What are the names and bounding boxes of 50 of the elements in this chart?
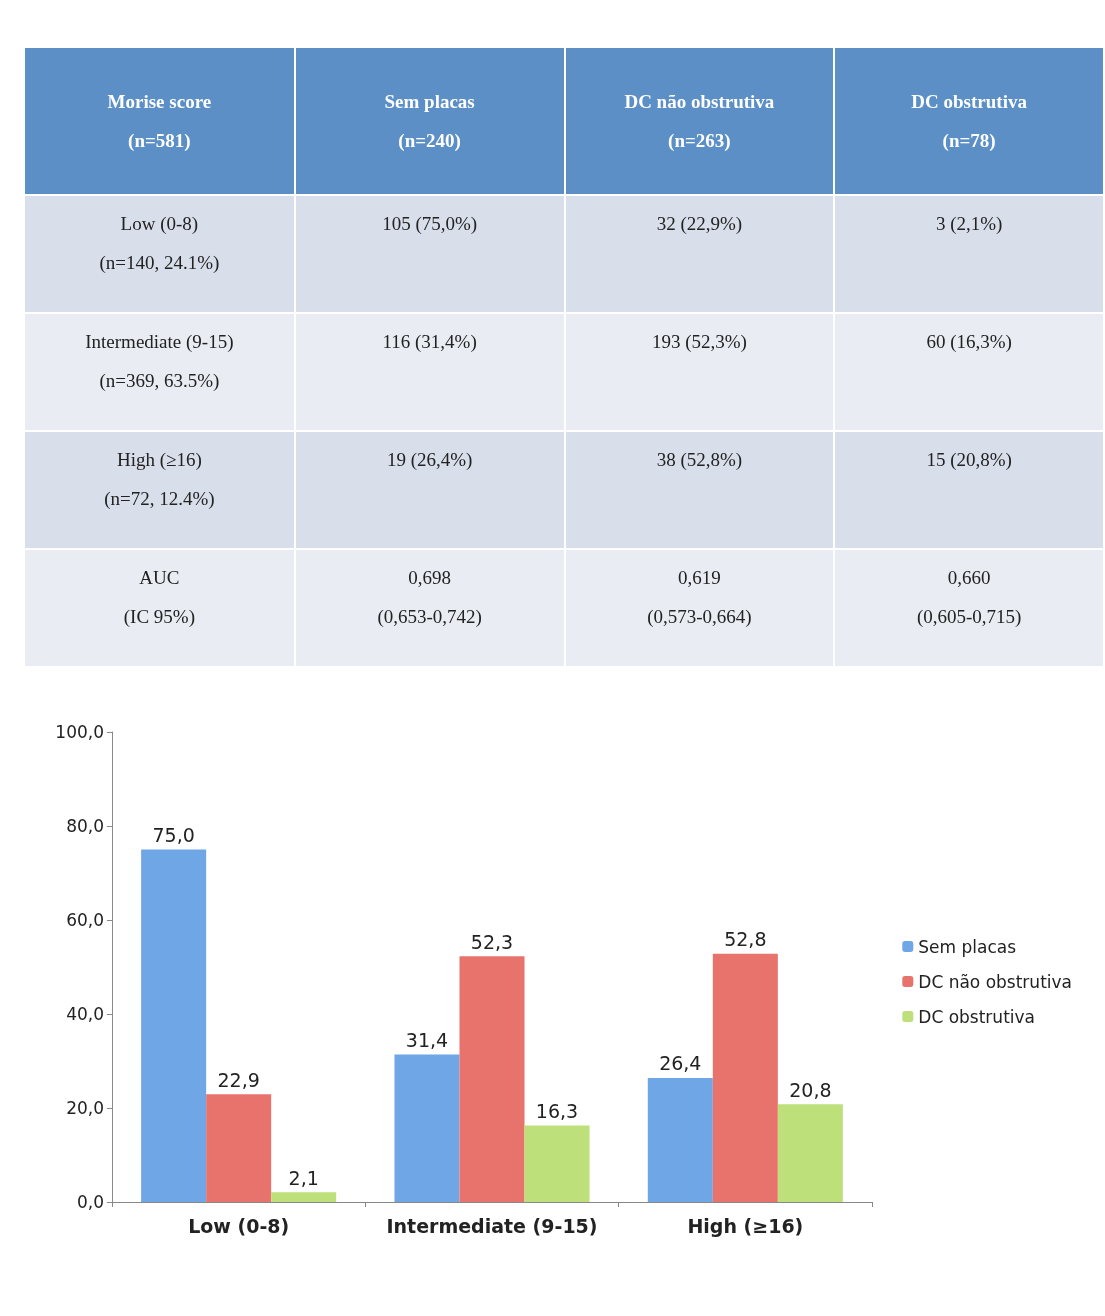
data-label: 16,3 bbox=[535, 1099, 579, 1122]
y-tick-label: 40,0 bbox=[66, 1004, 104, 1024]
text: Morise score (n=581) bbox=[25, 48, 295, 195]
data-label: 20,8 bbox=[789, 1078, 832, 1101]
data-label: 52,8 bbox=[724, 928, 767, 951]
data-label: 52,3 bbox=[470, 930, 514, 953]
bar bbox=[524, 1125, 590, 1202]
data-label: 22,9 bbox=[217, 1068, 260, 1091]
text: 60 (16,3%) bbox=[834, 313, 1104, 431]
y-tick-label: 20,0 bbox=[66, 1098, 104, 1118]
data-label: 26,4 bbox=[659, 1052, 702, 1075]
text: AUC (IC 95%) bbox=[25, 549, 295, 667]
x-tick-label: Intermediate (9-15) bbox=[386, 1214, 598, 1237]
bar bbox=[459, 956, 525, 1202]
bar bbox=[394, 1054, 460, 1202]
legend-label: Sem placas bbox=[918, 936, 1017, 957]
legend-label: DC não obstrutiva bbox=[918, 971, 1073, 992]
text: DC obstrutiva (n=78) bbox=[834, 48, 1104, 195]
bar bbox=[141, 849, 207, 1202]
text: 116 (31,4%) bbox=[294, 313, 565, 431]
bar bbox=[647, 1077, 713, 1202]
data-label: 75,0 bbox=[152, 824, 195, 846]
bar bbox=[712, 953, 778, 1202]
bar bbox=[777, 1104, 843, 1202]
text: 193 (52,3%) bbox=[564, 313, 835, 431]
text: 0,619 (0,573-0,664) bbox=[564, 549, 835, 667]
y-tick-label: 60,0 bbox=[66, 910, 104, 930]
text: 0,698 (0,653-0,742) bbox=[294, 549, 565, 667]
text: 19 (26,4%) bbox=[294, 431, 565, 549]
data-label: 31,4 bbox=[405, 1028, 449, 1051]
text: Intermediate (9-15) (n=369, 63.5%) bbox=[25, 313, 295, 431]
text: 15 (20,8%) bbox=[834, 431, 1104, 549]
text: Sem placas (n=240) bbox=[294, 48, 565, 195]
y-tick-label: 80,0 bbox=[66, 816, 104, 836]
text: Low (0-8) (n=140, 24.1%) bbox=[25, 195, 295, 313]
x-tick-label: High (≥16) bbox=[687, 1214, 804, 1237]
x-tick-label: Low (0-8) bbox=[188, 1214, 290, 1237]
text: 3 (2,1%) bbox=[834, 195, 1104, 313]
text: DC não obstrutiva (n=263) bbox=[564, 48, 835, 195]
text: 32 (22,9%) bbox=[564, 195, 835, 313]
bar bbox=[271, 1192, 337, 1202]
y-tick-label: 0,0 bbox=[76, 1192, 104, 1212]
legend-label: DC obstrutiva bbox=[918, 1006, 1036, 1027]
data-label: 2,1 bbox=[288, 1166, 319, 1189]
y-tick-label: 100,0 bbox=[55, 722, 104, 742]
text: 38 (52,8%) bbox=[564, 431, 835, 549]
text: 0,660 (0,605-0,715) bbox=[834, 549, 1104, 667]
text: 105 (75,0%) bbox=[294, 195, 565, 313]
text: High (≥16) (n=72, 12.4%) bbox=[25, 431, 295, 549]
bar bbox=[206, 1094, 272, 1202]
